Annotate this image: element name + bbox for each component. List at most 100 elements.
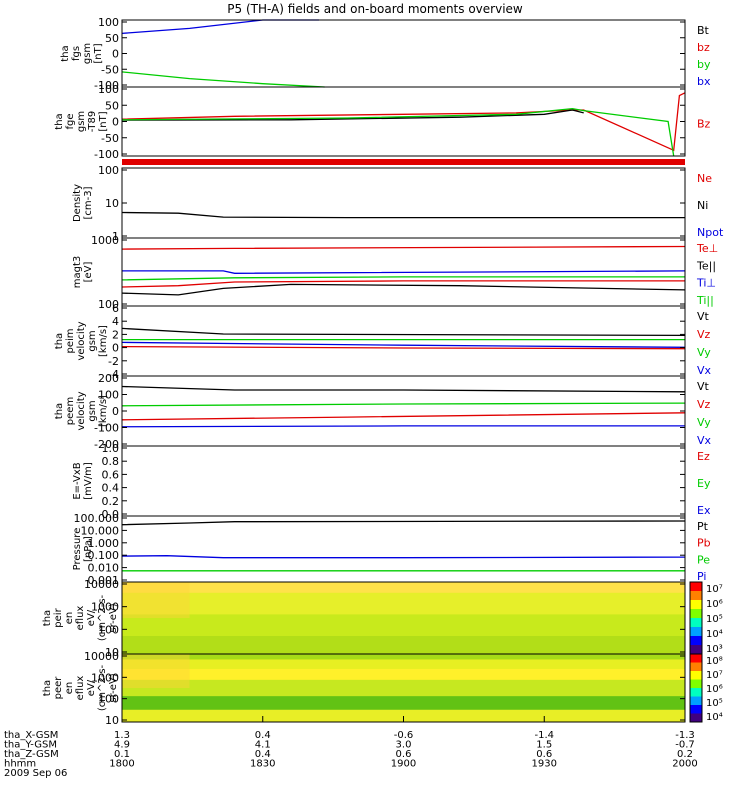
- chart-title: P5 (TH-A) fields and on-board moments ov…: [227, 2, 523, 16]
- x-axis-row-label: tha_Y-GSM: [4, 740, 57, 751]
- x-axis-value: 4.1: [255, 740, 271, 751]
- colorbar-tick-label: 10⁴: [706, 712, 723, 723]
- y-tick-label: -200: [94, 438, 119, 451]
- y-axis-label: [mV/m]: [83, 462, 94, 500]
- y-tick-label: 10: [105, 646, 119, 659]
- colorbar: [689, 653, 703, 723]
- colorbar-tick-label: 10⁸: [706, 656, 723, 667]
- y-tick-label: 2: [112, 328, 119, 341]
- series-line-Pi: [121, 555, 686, 559]
- y-tick-label: 0.8: [102, 455, 120, 468]
- y-axis-label: gsm: [76, 111, 87, 132]
- colorbar-tick-label: 10⁵: [706, 614, 723, 625]
- y-axis-label: fgs: [71, 46, 82, 61]
- y-tick-label: 0.001: [88, 574, 120, 587]
- y-axis-label: [cm-3]: [83, 186, 94, 219]
- y-tick-label: 1000: [91, 234, 119, 247]
- series-line-Te⊥: [121, 245, 686, 250]
- y-tick-label: 50: [105, 32, 119, 45]
- legend-Vz: Vz: [697, 328, 711, 341]
- y-axis-label: sr-eV): [108, 673, 119, 702]
- y-axis-label: fge: [65, 113, 76, 129]
- y-tick-label: 10000: [84, 578, 119, 591]
- y-axis-label: eV/: [86, 609, 97, 626]
- y-axis-label: en: [64, 612, 75, 625]
- x-axis-value: 1800: [109, 759, 134, 770]
- y-axis-label: gsm: [82, 43, 93, 64]
- legend-bx: bx: [697, 75, 711, 88]
- series-line-Vy: [121, 402, 686, 407]
- legend-Vy: Vy: [697, 416, 711, 429]
- colorbar-segment: [690, 591, 702, 601]
- series-line-Vz: [121, 412, 686, 421]
- legend-Pi: Pi: [697, 570, 706, 583]
- y-axis-label: E=-VxB: [72, 462, 83, 499]
- colorbar-frame: [689, 653, 703, 723]
- legend-Ti||: Ti||: [696, 294, 714, 307]
- panel-frame: [121, 515, 686, 583]
- heatmap-band: [122, 654, 685, 660]
- heatmap-band: [122, 679, 685, 697]
- y-tick-label: 100.000: [74, 512, 120, 525]
- colorbar-segment: [690, 618, 702, 628]
- x-axis-value: 0.6: [536, 749, 552, 760]
- legend-Te||: Te||: [696, 259, 716, 272]
- legend-Te⊥: Te⊥: [696, 242, 718, 255]
- y-axis-label: [nT]: [98, 111, 109, 131]
- x-axis-value: 3.0: [396, 740, 412, 751]
- y-axis-label: peem: [65, 397, 76, 425]
- colorbar-segment: [690, 688, 702, 697]
- heatmap-band: [122, 696, 685, 711]
- legend-Ey: Ey: [697, 477, 711, 490]
- y-axis-label: eV/: [86, 679, 97, 696]
- colorbar-segment: [690, 600, 702, 610]
- y-tick-label: 0.2: [102, 495, 120, 508]
- colorbar-segment: [690, 582, 702, 592]
- legend-Vy: Vy: [697, 346, 711, 359]
- y-axis-label: [eV]: [83, 262, 94, 283]
- date-label: 2009 Sep 06: [4, 768, 67, 779]
- colorbar-segment: [690, 705, 702, 714]
- colorbar: [689, 581, 703, 655]
- legend-Ti⊥: Ti⊥: [696, 277, 716, 290]
- y-tick-label: 100: [98, 16, 119, 29]
- y-axis-label: [km/s]: [98, 395, 109, 427]
- series-line-Vt: [121, 327, 686, 337]
- y-tick-label: 100: [98, 389, 119, 402]
- y-tick-label: 10: [105, 197, 119, 210]
- y-tick-label: -100: [94, 422, 119, 435]
- y-axis-label: Density: [72, 184, 83, 222]
- y-axis-label: sr-eV): [108, 603, 119, 632]
- y-tick-label: 0: [112, 48, 119, 61]
- panel-4: [121, 237, 686, 307]
- panel-9: [121, 581, 703, 655]
- y-axis-label: en: [64, 682, 75, 695]
- legend-Vx: Vx: [697, 434, 712, 447]
- colorbar-tick-label: 10⁶: [706, 684, 723, 695]
- x-axis-value: 0.6: [396, 749, 412, 760]
- x-axis-value: -0.6: [394, 730, 414, 741]
- y-axis-label: tha: [54, 333, 65, 349]
- y-tick-label: -100: [94, 148, 119, 161]
- y-tick-label: 100: [98, 693, 119, 706]
- series-line-Bz: [121, 92, 686, 152]
- colorbar-segment: [690, 671, 702, 680]
- panel-frame: [121, 375, 686, 447]
- legend-bz: bz: [697, 41, 710, 54]
- y-tick-label: 1.000: [88, 537, 120, 550]
- legend-Vt: Vt: [697, 380, 710, 393]
- colorbar-segment: [690, 627, 702, 637]
- colorbar-tick-label: 10⁴: [706, 629, 723, 640]
- colorbar-tick-label: 10⁵: [706, 698, 723, 709]
- colorbar-tick-label: 10⁶: [706, 599, 723, 610]
- y-axis-label: velocity: [76, 321, 87, 360]
- series-line-Bz-black: [121, 109, 584, 121]
- y-tick-label: 0.4: [102, 482, 120, 495]
- y-tick-label: 0: [112, 116, 119, 129]
- colorbar-segment: [690, 713, 702, 723]
- x-axis-value: -1.4: [534, 730, 554, 741]
- legend-Vx: Vx: [697, 364, 712, 377]
- panel-10: [121, 653, 703, 723]
- y-tick-label: 10.000: [81, 524, 120, 537]
